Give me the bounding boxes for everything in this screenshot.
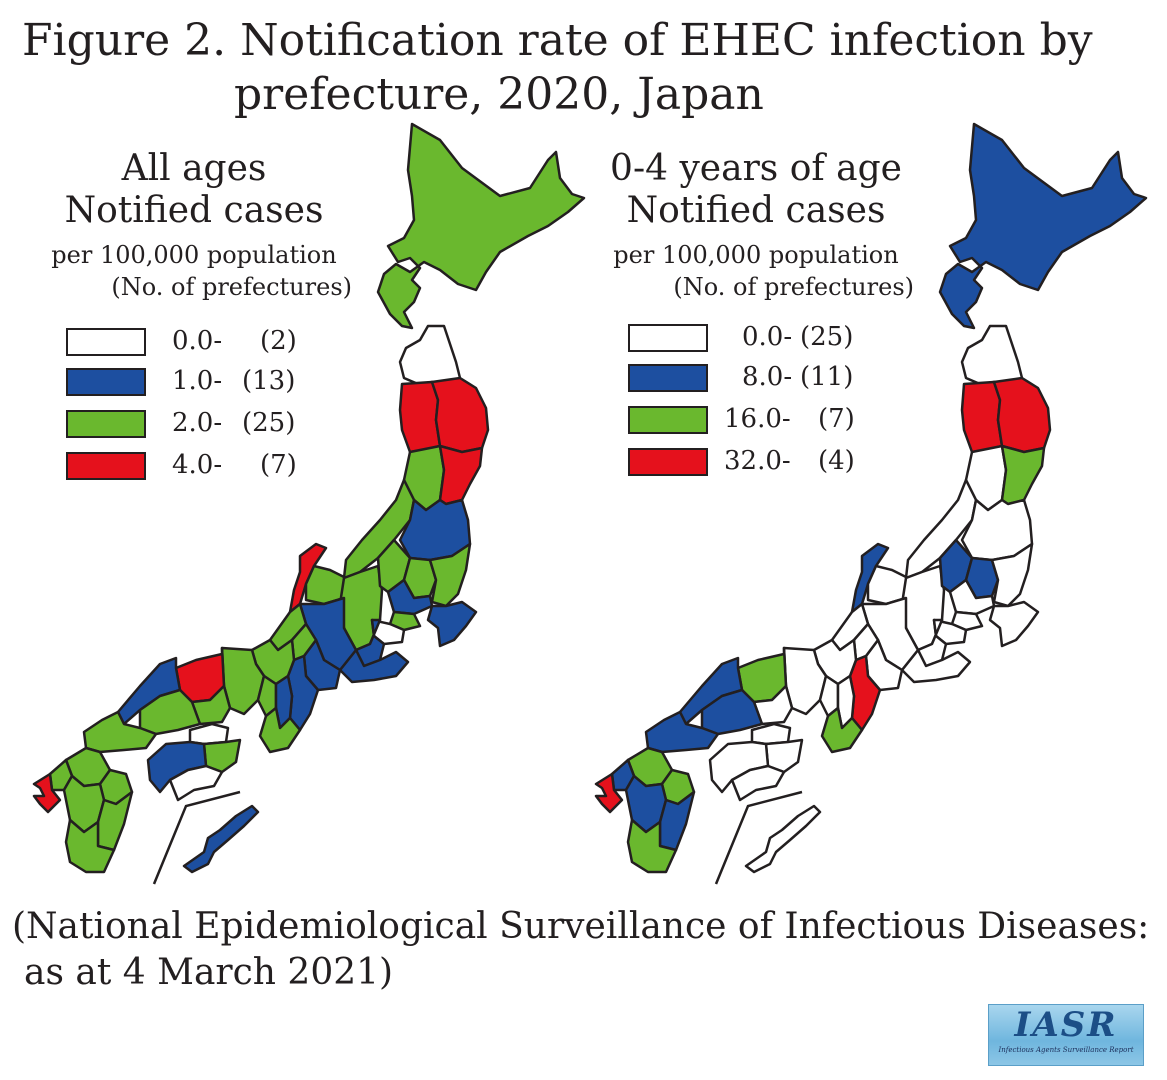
- legend-count: (25): [800, 322, 854, 352]
- right-panel-heading: 0-4 years of age Notified cases per 100,…: [598, 148, 914, 302]
- miyagi-right[interactable]: [1000, 444, 1046, 506]
- miyagi-left[interactable]: [438, 444, 484, 506]
- aomori-right[interactable]: [960, 324, 1024, 386]
- legend-count: (2): [260, 326, 297, 356]
- kagawa-left[interactable]: [188, 722, 230, 746]
- kochi-right[interactable]: [730, 764, 786, 802]
- right-heading-no-prefectures: (No. of prefectures): [673, 273, 914, 301]
- left-heading-notified-cases: Notified cases: [64, 190, 324, 231]
- nagasaki-left[interactable]: [32, 772, 62, 814]
- source-note: (National Epidemiological Surveillance o…: [12, 904, 1149, 996]
- map-all-ages: [32, 122, 586, 885]
- wakayama-right[interactable]: [820, 706, 864, 754]
- iasr-logo-text: IASR: [1014, 1005, 1118, 1045]
- shizuoka-left[interactable]: [338, 648, 410, 684]
- chiba-right[interactable]: [988, 600, 1040, 648]
- legend-swatch-blue: [66, 368, 146, 396]
- left-heading-all-ages: All ages: [121, 148, 267, 189]
- map-0-4-years: [594, 122, 1148, 885]
- legend-swatch-white: [66, 328, 146, 356]
- legend-count: (25): [242, 408, 296, 438]
- legend-value: 32.0-: [724, 446, 791, 476]
- figure-title-line1: Figure 2. Notification rate of EHEC infe…: [22, 15, 1093, 66]
- left-legend: 0.0- (2) 1.0- (13) 2.0- (25) 4.0- (7): [66, 326, 326, 488]
- right-legend: 0.0- (25) 8.0- (11) 16.0- (7) 32.0- (4): [628, 322, 888, 484]
- kagawa-right[interactable]: [750, 722, 792, 746]
- right-heading-notified-cases: Notified cases: [626, 190, 886, 231]
- left-heading-no-prefectures: (No. of prefectures): [111, 273, 352, 301]
- right-heading-0-4-years: 0-4 years of age: [610, 148, 902, 189]
- shimane-right[interactable]: [678, 656, 744, 726]
- okinawa-inset-frame-right: [714, 790, 803, 885]
- legend-value: 0.0-: [742, 322, 793, 352]
- right-heading-per-population: per 100,000 population: [613, 241, 899, 269]
- shimane-left[interactable]: [116, 656, 182, 726]
- legend-swatch-red: [66, 452, 146, 480]
- legend-swatch-green: [66, 410, 146, 438]
- legend-count: (7): [260, 450, 297, 480]
- hokkaido-left: [376, 122, 586, 330]
- nagasaki-right[interactable]: [594, 772, 624, 814]
- tokyo-left[interactable]: [388, 610, 422, 632]
- legend-swatch-white: [628, 324, 708, 352]
- okinawa-left[interactable]: [182, 804, 260, 874]
- figure-title-line2: prefecture, 2020, Japan: [234, 69, 764, 120]
- hokkaido-right[interactable]: [938, 122, 1148, 330]
- tokyo-right[interactable]: [950, 610, 984, 632]
- legend-value: 16.0-: [724, 404, 791, 434]
- legend-count: (7): [818, 404, 855, 434]
- iwate-right[interactable]: [992, 376, 1052, 454]
- legend-value: 4.0-: [172, 450, 223, 480]
- legend-swatch-red: [628, 448, 708, 476]
- iwate-left[interactable]: [430, 376, 490, 454]
- source-line2: as at 4 March 2021): [24, 952, 394, 993]
- legend-value: 0.0-: [172, 326, 223, 356]
- akita-right[interactable]: [960, 380, 1004, 454]
- iasr-logo: IASR Infectious Agents Surveillance Repo…: [988, 1004, 1144, 1066]
- wakayama-left[interactable]: [258, 706, 302, 754]
- legend-value: 8.0-: [742, 362, 793, 392]
- left-heading-per-population: per 100,000 population: [51, 241, 337, 269]
- kagoshima-right[interactable]: [626, 818, 678, 874]
- iasr-logo-subtext: Infectious Agents Surveillance Report: [998, 1046, 1134, 1054]
- chiba-left[interactable]: [426, 600, 478, 648]
- okinawa-inset-frame-left: [152, 790, 241, 885]
- source-line1: (National Epidemiological Surveillance o…: [12, 906, 1150, 947]
- legend-value: 1.0-: [172, 366, 223, 396]
- ibaraki-left[interactable]: [428, 542, 472, 608]
- shizuoka-right[interactable]: [900, 648, 972, 684]
- legend-count: (13): [242, 366, 296, 396]
- legend-swatch-blue: [628, 364, 708, 392]
- akita-left[interactable]: [398, 380, 442, 454]
- left-panel-heading: All ages Notified cases per 100,000 popu…: [36, 148, 352, 302]
- legend-count: (11): [800, 362, 854, 392]
- ibaraki-right[interactable]: [990, 542, 1034, 608]
- okinawa-right[interactable]: [744, 804, 822, 874]
- legend-value: 2.0-: [172, 408, 223, 438]
- choropleth-maps: .p { stroke: #231f20; stroke-width: 2.5;…: [32, 122, 1148, 885]
- legend-swatch-green: [628, 406, 708, 434]
- kagoshima-left[interactable]: [64, 818, 116, 874]
- legend-count: (4): [818, 446, 855, 476]
- kochi-left[interactable]: [168, 764, 224, 802]
- aomori-left[interactable]: [398, 324, 462, 386]
